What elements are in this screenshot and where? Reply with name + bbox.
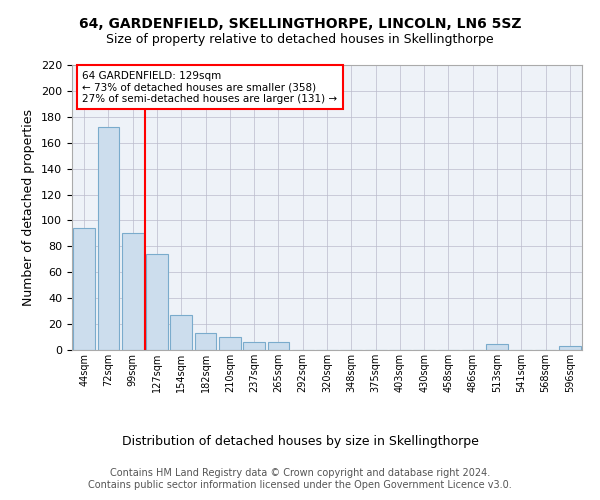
Bar — [243, 342, 265, 350]
Bar — [97, 127, 119, 350]
Bar — [219, 337, 241, 350]
Bar — [73, 228, 95, 350]
Bar — [268, 342, 289, 350]
Bar — [486, 344, 508, 350]
Text: Distribution of detached houses by size in Skellingthorpe: Distribution of detached houses by size … — [122, 435, 478, 448]
Text: 64 GARDENFIELD: 129sqm
← 73% of detached houses are smaller (358)
27% of semi-de: 64 GARDENFIELD: 129sqm ← 73% of detached… — [82, 70, 337, 104]
Text: Contains HM Land Registry data © Crown copyright and database right 2024.: Contains HM Land Registry data © Crown c… — [110, 468, 490, 477]
Bar — [170, 315, 192, 350]
Bar — [122, 234, 143, 350]
Text: Size of property relative to detached houses in Skellingthorpe: Size of property relative to detached ho… — [106, 32, 494, 46]
Y-axis label: Number of detached properties: Number of detached properties — [22, 109, 35, 306]
Bar — [194, 333, 217, 350]
Bar — [146, 254, 168, 350]
Bar — [559, 346, 581, 350]
Text: 64, GARDENFIELD, SKELLINGTHORPE, LINCOLN, LN6 5SZ: 64, GARDENFIELD, SKELLINGTHORPE, LINCOLN… — [79, 18, 521, 32]
Text: Contains public sector information licensed under the Open Government Licence v3: Contains public sector information licen… — [88, 480, 512, 490]
